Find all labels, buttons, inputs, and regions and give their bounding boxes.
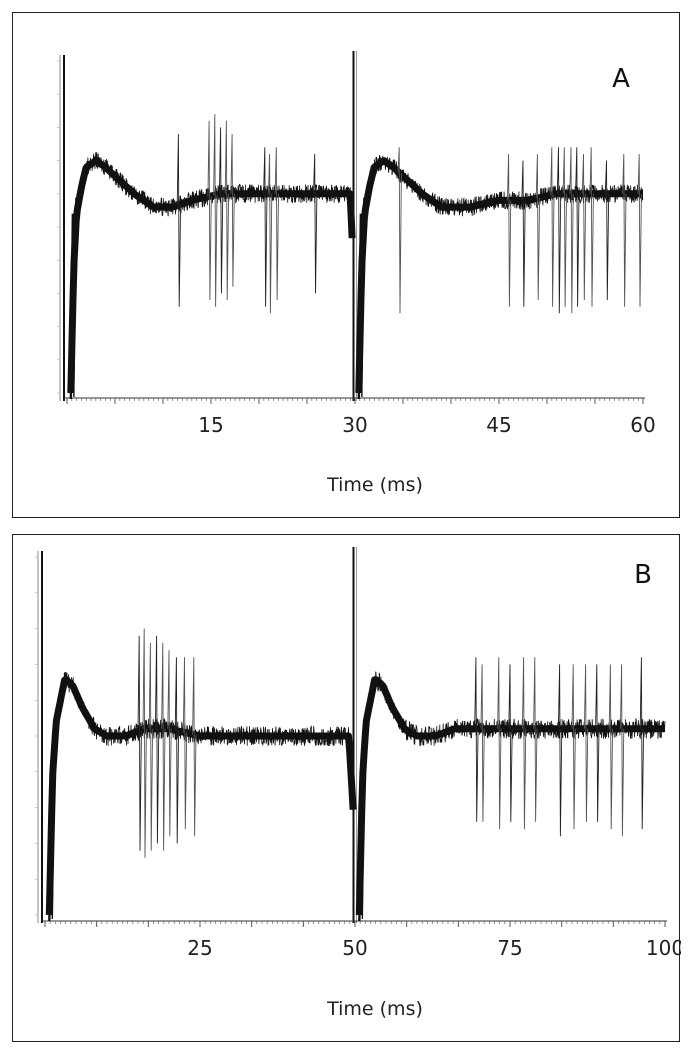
spike-mark bbox=[142, 628, 147, 858]
x-axis-title: Time (ms) bbox=[326, 474, 423, 496]
trace-noise bbox=[53, 671, 354, 814]
spike-mark bbox=[397, 147, 402, 314]
spike-mark bbox=[583, 664, 589, 822]
spike-mark bbox=[556, 147, 562, 314]
spike-mark bbox=[533, 657, 538, 822]
x-tick-label: 15 bbox=[198, 413, 223, 437]
spike-mark bbox=[213, 114, 218, 307]
spike-mark bbox=[137, 635, 142, 851]
spike-mark bbox=[521, 657, 527, 830]
spike-mark bbox=[176, 133, 182, 307]
x-tick-label: 50 bbox=[342, 936, 367, 960]
spike-mark bbox=[224, 120, 230, 301]
panel-label: B bbox=[634, 560, 652, 590]
spike-mark bbox=[218, 127, 224, 294]
trace-noise bbox=[363, 671, 666, 755]
spike-mark bbox=[619, 664, 625, 837]
x-tick-label: 75 bbox=[497, 936, 522, 960]
spike-mark bbox=[154, 635, 160, 844]
chart-panel-a: 15 30 45 60 Time (ms) A bbox=[12, 12, 680, 518]
spike-mark bbox=[508, 664, 513, 822]
x-tick-label: 60 bbox=[630, 413, 655, 437]
x-axis-title: Time (ms) bbox=[326, 998, 423, 1020]
spike-mark bbox=[267, 153, 273, 314]
spike-mark bbox=[562, 147, 567, 307]
spike-mark bbox=[575, 147, 580, 307]
spike-mark bbox=[192, 657, 197, 837]
spike-mark bbox=[497, 657, 502, 830]
x-tick-label: 100 bbox=[646, 936, 681, 960]
spike-mark bbox=[571, 664, 576, 830]
spike-mark bbox=[182, 657, 188, 830]
chart-panel-b: 25 50 75 100 Time (ms) B bbox=[12, 534, 681, 1042]
spike-mark bbox=[535, 153, 541, 301]
spike-mark bbox=[595, 664, 600, 822]
spike-mark bbox=[608, 664, 614, 830]
spike-mark bbox=[637, 153, 642, 307]
spike-mark bbox=[521, 160, 526, 307]
spike-mark bbox=[581, 153, 587, 301]
trace-band bbox=[45, 676, 357, 916]
spike-mark bbox=[274, 147, 279, 301]
chart-a-svg: 15 30 45 60 Time (ms) A bbox=[57, 51, 656, 496]
spike-mark bbox=[174, 657, 180, 844]
spike-mark bbox=[161, 642, 166, 851]
spike-mark bbox=[550, 147, 555, 307]
spike-mark bbox=[639, 657, 645, 830]
spike-mark bbox=[604, 160, 610, 301]
spike-mark bbox=[230, 133, 235, 287]
x-tick-label: 25 bbox=[187, 936, 212, 960]
spike-mark bbox=[480, 664, 485, 822]
spike-mark bbox=[313, 153, 318, 294]
spike-mark bbox=[557, 664, 563, 837]
spike-mark bbox=[263, 147, 268, 307]
spike-mark bbox=[506, 153, 512, 307]
spike-mark bbox=[148, 642, 154, 851]
x-tick-label: 30 bbox=[342, 413, 367, 437]
spike-mark bbox=[569, 147, 574, 314]
trace-band bbox=[355, 676, 668, 916]
panel-label: A bbox=[612, 64, 630, 94]
spike-mark bbox=[207, 120, 212, 301]
trace-noise bbox=[366, 154, 644, 217]
spike-mark bbox=[589, 147, 594, 307]
chart-b-svg: 25 50 75 100 Time (ms) B bbox=[35, 547, 681, 1020]
spike-mark bbox=[167, 650, 172, 837]
x-tick-label: 45 bbox=[486, 413, 511, 437]
spike-mark bbox=[622, 153, 627, 307]
spike-mark bbox=[474, 657, 479, 822]
